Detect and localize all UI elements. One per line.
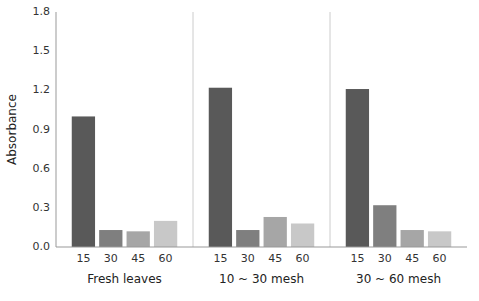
x-tick-label: 15: [350, 252, 364, 265]
y-tick-label: 1.8: [33, 5, 51, 18]
x-axis: [56, 247, 467, 248]
y-tick-label: 0.6: [33, 162, 51, 175]
group-label: 10 ~ 30 mesh: [219, 272, 304, 286]
bar: [291, 224, 314, 248]
bar: [346, 89, 369, 247]
group-separator: [330, 12, 331, 247]
x-tick-label: 60: [296, 252, 310, 265]
x-tick-label: 60: [433, 252, 447, 265]
x-tick-label: 45: [405, 252, 419, 265]
bar: [264, 217, 287, 247]
x-tick-label: 15: [213, 252, 227, 265]
y-tick-label: 0.0: [33, 240, 51, 253]
bar: [401, 230, 424, 247]
x-tick-label: 15: [76, 252, 90, 265]
y-tick-label: 0.9: [33, 123, 51, 136]
group-label: 30 ~ 60 mesh: [356, 272, 441, 286]
y-tick-label: 1.5: [33, 44, 51, 57]
x-tick-label: 60: [159, 252, 173, 265]
bars: [72, 88, 451, 247]
x-tick-label: 30: [241, 252, 255, 265]
x-tick-label: 45: [131, 252, 145, 265]
bar: [236, 230, 259, 247]
group-label: Fresh leaves: [87, 272, 162, 286]
group-separator: [193, 12, 194, 247]
x-tick-label: 45: [268, 252, 282, 265]
bar: [127, 231, 150, 247]
x-tick-label: 30: [378, 252, 392, 265]
y-axis: [56, 12, 57, 247]
y-tick-label: 0.3: [33, 201, 51, 214]
bar: [373, 205, 396, 247]
bar: [209, 88, 232, 247]
y-axis-label: Absorbance: [5, 94, 19, 165]
y-tick-label: 1.2: [33, 83, 51, 96]
bar: [154, 221, 177, 247]
bar: [99, 230, 122, 247]
chart: 0.0 0.3 0.6 0.9 1.2 1.5 1.8 15 30 45 60 Fresh leave…: [0, 0, 479, 301]
bar: [428, 231, 451, 247]
bar: [72, 116, 95, 247]
x-tick-label: 30: [104, 252, 118, 265]
